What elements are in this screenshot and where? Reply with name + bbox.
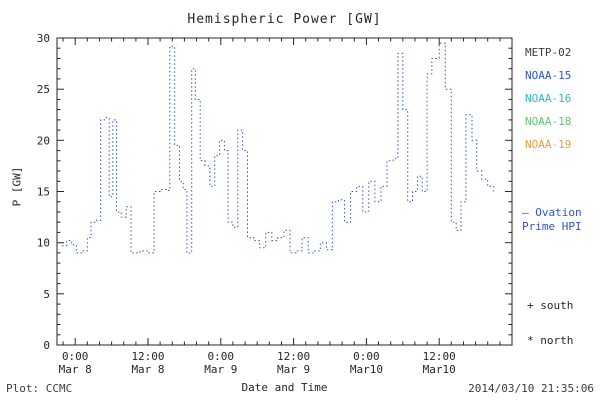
- plot-frame: [56, 37, 513, 346]
- x-tick-time: 0:00: [208, 350, 235, 363]
- y-tick-label: 20: [37, 134, 50, 147]
- x-tick-time: 0:00: [353, 350, 380, 363]
- x-tick-date: Mar 9: [277, 363, 310, 376]
- ovation-label-line1: — Ovation: [522, 206, 582, 219]
- legend-item-noaa-18: NOAA-18: [525, 115, 572, 128]
- x-tick-time: 12:00: [131, 350, 164, 363]
- y-tick-label: 30: [37, 32, 50, 45]
- plot-credit: Plot: CCMC: [6, 382, 73, 395]
- x-tick-date: Mar 8: [131, 363, 164, 376]
- ovation-label-line2: Prime HPI: [522, 220, 582, 233]
- chart-title: Hemispheric Power [GW]: [187, 12, 382, 27]
- x-tick-time: 0:00: [62, 350, 89, 363]
- y-tick-label: 0: [43, 339, 50, 352]
- x-tick-date: Mar 9: [204, 363, 237, 376]
- y-tick-label: 25: [37, 83, 50, 96]
- x-tick-time: 12:00: [423, 350, 456, 363]
- x-axis-label: Date and Time: [241, 381, 328, 394]
- legend-item-noaa-15: NOAA-15: [525, 69, 572, 82]
- x-tick-date: Mar10: [350, 363, 383, 376]
- x-tick-date: Mar10: [423, 363, 456, 376]
- y-tick-label: 5: [43, 288, 50, 301]
- hpi-trace: [57, 42, 495, 254]
- timestamp: 2014/03/10 21:35:06: [468, 382, 594, 395]
- legend-item-noaa-19: NOAA-19: [525, 138, 572, 151]
- legend-item-metp-02: METP-02: [525, 46, 572, 59]
- south-marker-label: + south: [527, 299, 574, 312]
- y-tick-label: 15: [37, 186, 50, 199]
- y-tick-label: 10: [37, 237, 50, 250]
- model-legend: — Ovation Prime HPI: [522, 206, 582, 234]
- x-tick-time: 12:00: [277, 350, 310, 363]
- legend-item-noaa-16: NOAA-16: [525, 92, 572, 105]
- x-tick-date: Mar 8: [59, 363, 92, 376]
- satellite-legend: METP-02 NOAA-15 NOAA-16 NOAA-18 NOAA-19: [525, 46, 571, 151]
- north-marker-label: * north: [527, 334, 574, 347]
